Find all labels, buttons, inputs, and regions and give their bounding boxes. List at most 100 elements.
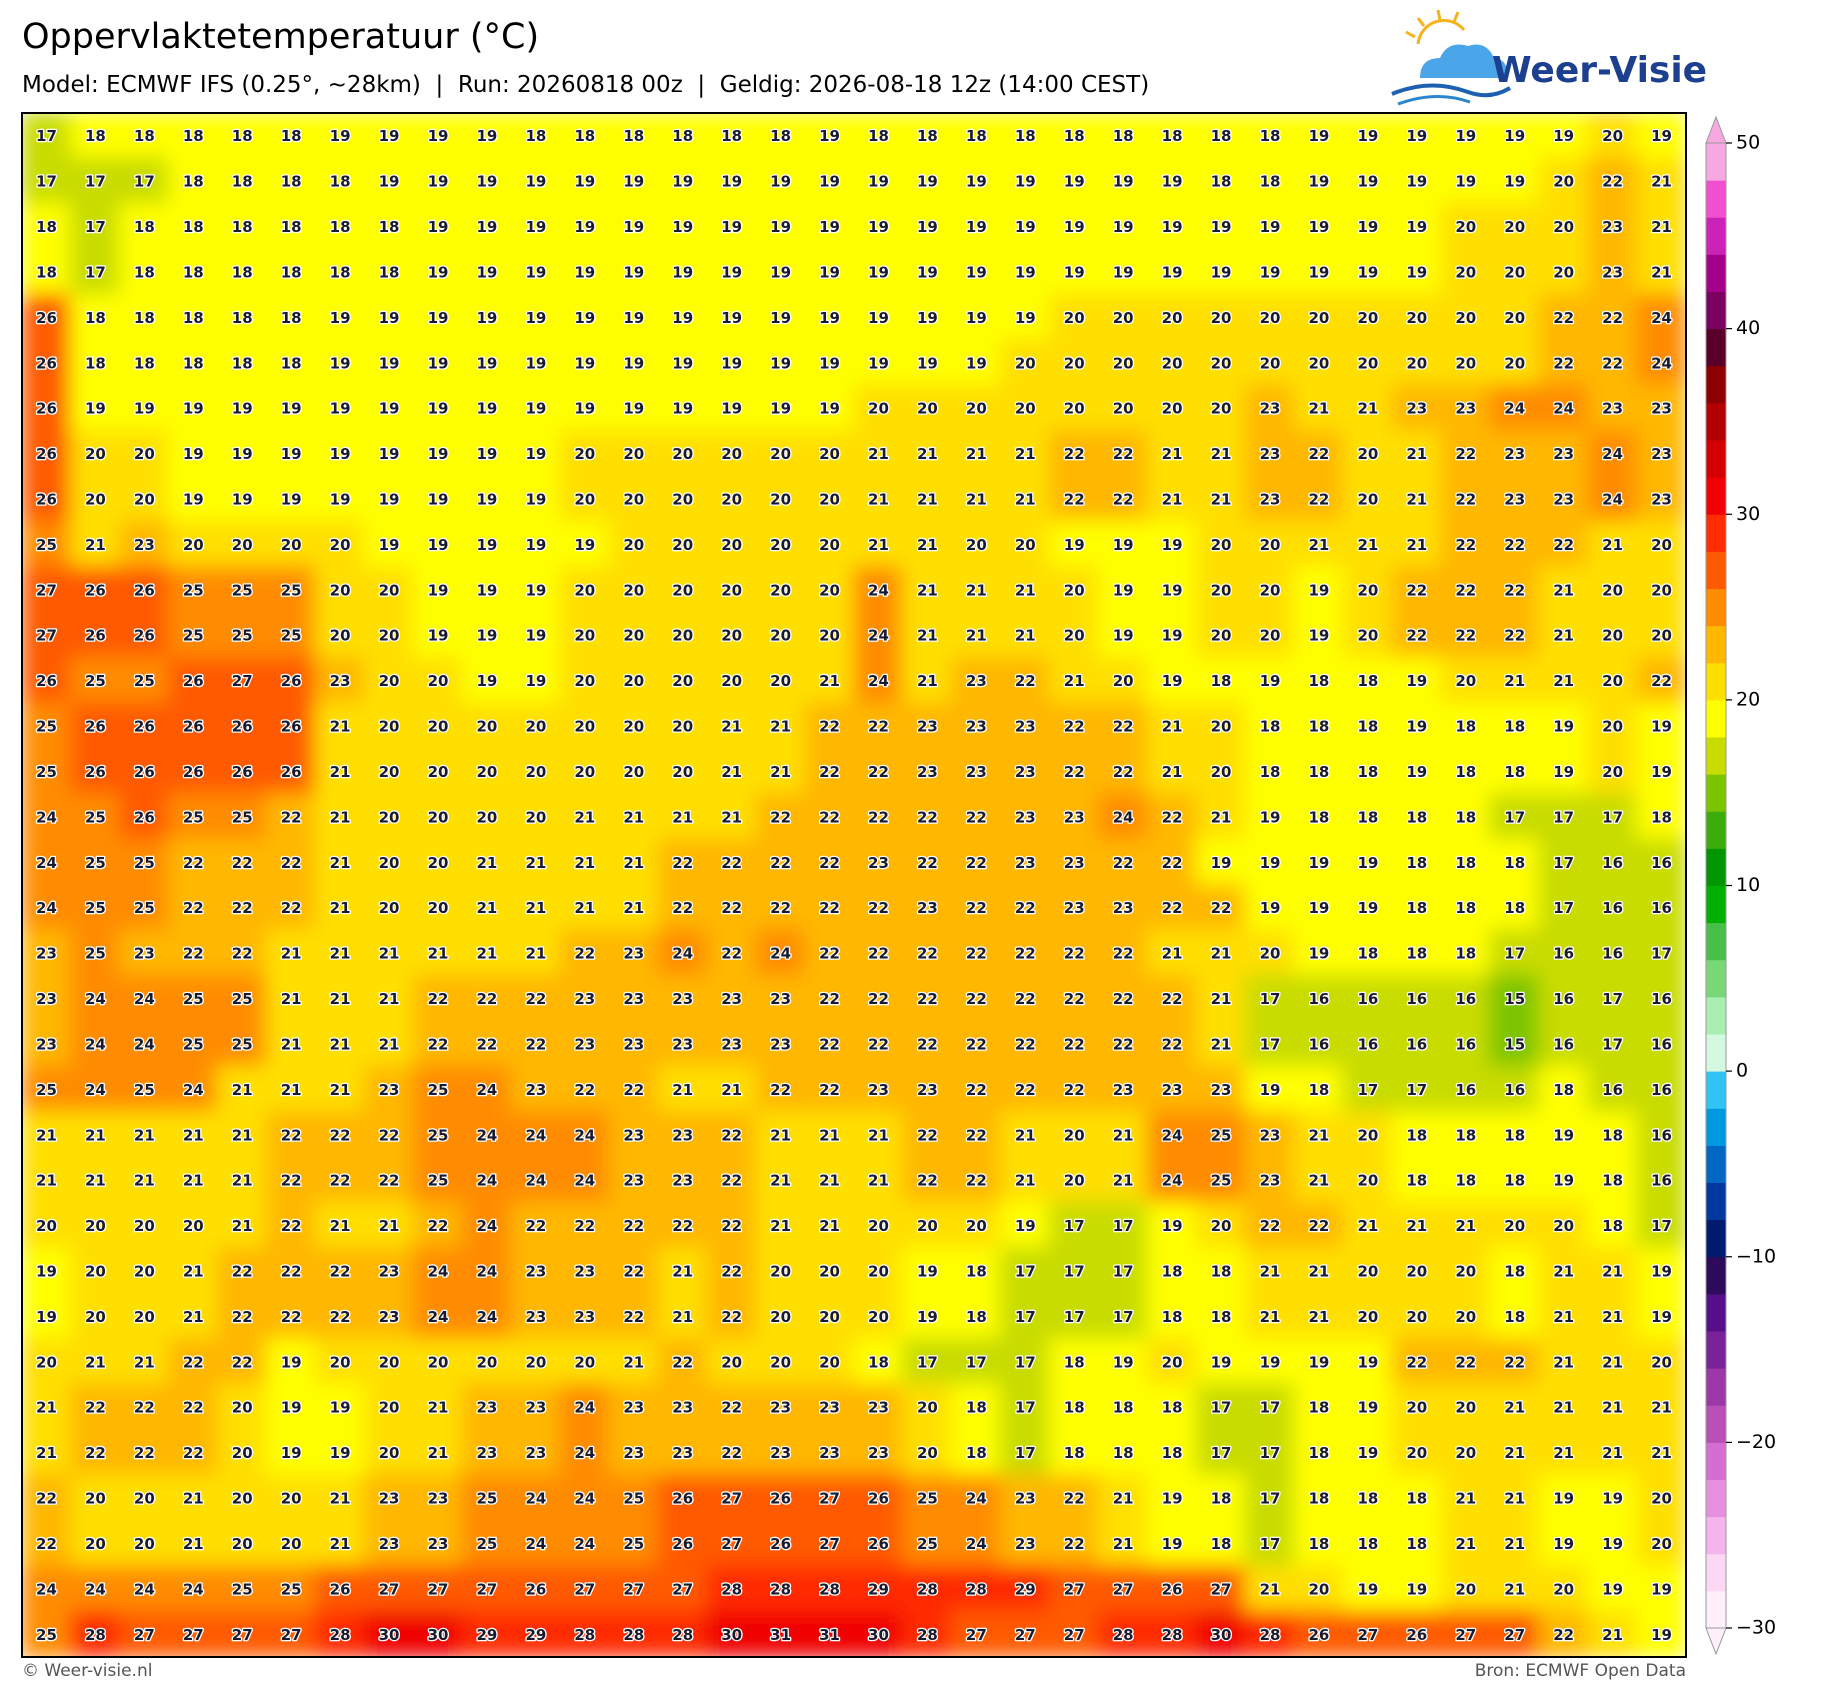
temp-label: 24 <box>1504 400 1525 418</box>
subtitle: Model: ECMWF IFS (0.25°, ~28km) | Run: 2… <box>22 72 1149 98</box>
temp-cell <box>510 202 562 251</box>
temp-cell <box>1342 339 1394 387</box>
temp-cell <box>265 1111 317 1159</box>
temp-label: 19 <box>868 173 889 191</box>
temp-label: 22 <box>1602 354 1623 372</box>
temp-cell <box>1146 1383 1198 1431</box>
temp-cell <box>999 113 1051 160</box>
temp-label: 26 <box>868 1535 889 1553</box>
temp-cell <box>118 475 170 523</box>
temp-cell <box>22 520 72 569</box>
temp-cell <box>657 1201 709 1250</box>
temp-label: 27 <box>36 627 57 645</box>
temp-cell <box>461 1292 513 1341</box>
temp-label: 18 <box>183 127 204 145</box>
temp-cell <box>265 248 317 296</box>
temp-cell <box>1440 475 1492 523</box>
temp-cell <box>1636 656 1686 705</box>
temp-cell <box>1244 884 1296 932</box>
temp-cell <box>950 702 1002 750</box>
temp-cell <box>363 1020 415 1068</box>
temp-label: 24 <box>525 1490 546 1508</box>
temp-label: 20 <box>623 445 644 463</box>
temp-cell <box>1391 838 1443 886</box>
temp-label: 20 <box>525 1353 546 1371</box>
temp-cell <box>853 974 904 1023</box>
temp-label: 20 <box>1357 445 1378 463</box>
temp-cell <box>1538 838 1590 886</box>
temp-label: 21 <box>1309 400 1330 418</box>
temp-label: 20 <box>1211 718 1232 736</box>
temp-label: 18 <box>232 218 253 236</box>
temp-label: 24 <box>672 945 693 963</box>
temp-cell <box>118 702 170 750</box>
temp-label: 23 <box>770 1444 791 1462</box>
temp-cell <box>1391 1428 1443 1477</box>
temp-cell <box>1391 974 1443 1023</box>
temp-cell <box>314 974 366 1023</box>
temp-cell <box>1391 611 1443 659</box>
temp-cell <box>853 248 904 296</box>
temp-label: 18 <box>1455 1172 1476 1190</box>
temp-label: 21 <box>330 1035 351 1053</box>
temp-label: 22 <box>1455 1353 1476 1371</box>
temp-cell <box>706 1065 758 1114</box>
temp-cell <box>706 566 758 614</box>
temp-cell <box>216 974 268 1023</box>
temp-label: 22 <box>1064 990 1085 1008</box>
temp-cell <box>1391 202 1443 251</box>
temp-cell <box>1587 1020 1639 1068</box>
temp-cell <box>853 1292 904 1341</box>
temp-label: 21 <box>1309 1263 1330 1281</box>
temp-cell <box>559 429 611 478</box>
temp-cell <box>706 1338 758 1386</box>
temp-cell <box>314 113 366 160</box>
temp-label: 20 <box>1260 536 1281 554</box>
temp-label: 22 <box>281 1172 302 1190</box>
temp-cell <box>265 429 317 478</box>
temp-cell <box>1244 202 1296 251</box>
temp-label: 18 <box>1406 899 1427 917</box>
temp-cell <box>1342 1383 1394 1431</box>
temp-label: 21 <box>330 1535 351 1553</box>
temp-cell <box>22 1156 72 1204</box>
temp-cell <box>608 1338 660 1386</box>
temp-label: 28 <box>917 1626 938 1644</box>
temp-label: 19 <box>917 354 938 372</box>
temp-cell <box>1489 747 1541 796</box>
temp-cell <box>510 1338 562 1386</box>
temp-label: 21 <box>1162 718 1183 736</box>
temp-label: 21 <box>623 854 644 872</box>
temp-label: 24 <box>1113 808 1134 826</box>
temp-label: 21 <box>379 990 400 1008</box>
temp-cell <box>22 1020 72 1068</box>
temp-cell <box>1244 747 1296 796</box>
temp-label: 24 <box>36 899 57 917</box>
temp-cell <box>510 1065 562 1114</box>
temp-cell <box>1195 974 1247 1023</box>
temp-cell <box>755 1201 807 1250</box>
temp-cell <box>167 747 219 796</box>
temp-cell <box>69 520 121 569</box>
temp-label: 25 <box>917 1490 938 1508</box>
temp-label: 22 <box>183 854 204 872</box>
temp-cell <box>608 656 660 705</box>
temp-cell <box>1391 1338 1443 1386</box>
temp-cell <box>216 475 268 523</box>
temp-label: 21 <box>232 1172 253 1190</box>
temp-cell <box>69 1338 121 1386</box>
temp-cell <box>853 384 904 432</box>
temp-label: 23 <box>1602 263 1623 281</box>
temp-label: 27 <box>1455 1626 1476 1644</box>
temp-label: 23 <box>1504 491 1525 509</box>
temp-label: 19 <box>428 627 449 645</box>
temp-cell <box>1195 702 1247 750</box>
temp-cell <box>1146 656 1198 705</box>
temp-label: 19 <box>477 218 498 236</box>
temp-cell <box>167 1292 219 1341</box>
temp-label: 28 <box>917 1580 938 1598</box>
temp-cell <box>265 1338 317 1386</box>
temp-label: 20 <box>134 1535 155 1553</box>
temp-label: 18 <box>1113 1399 1134 1417</box>
temp-label: 20 <box>330 581 351 599</box>
